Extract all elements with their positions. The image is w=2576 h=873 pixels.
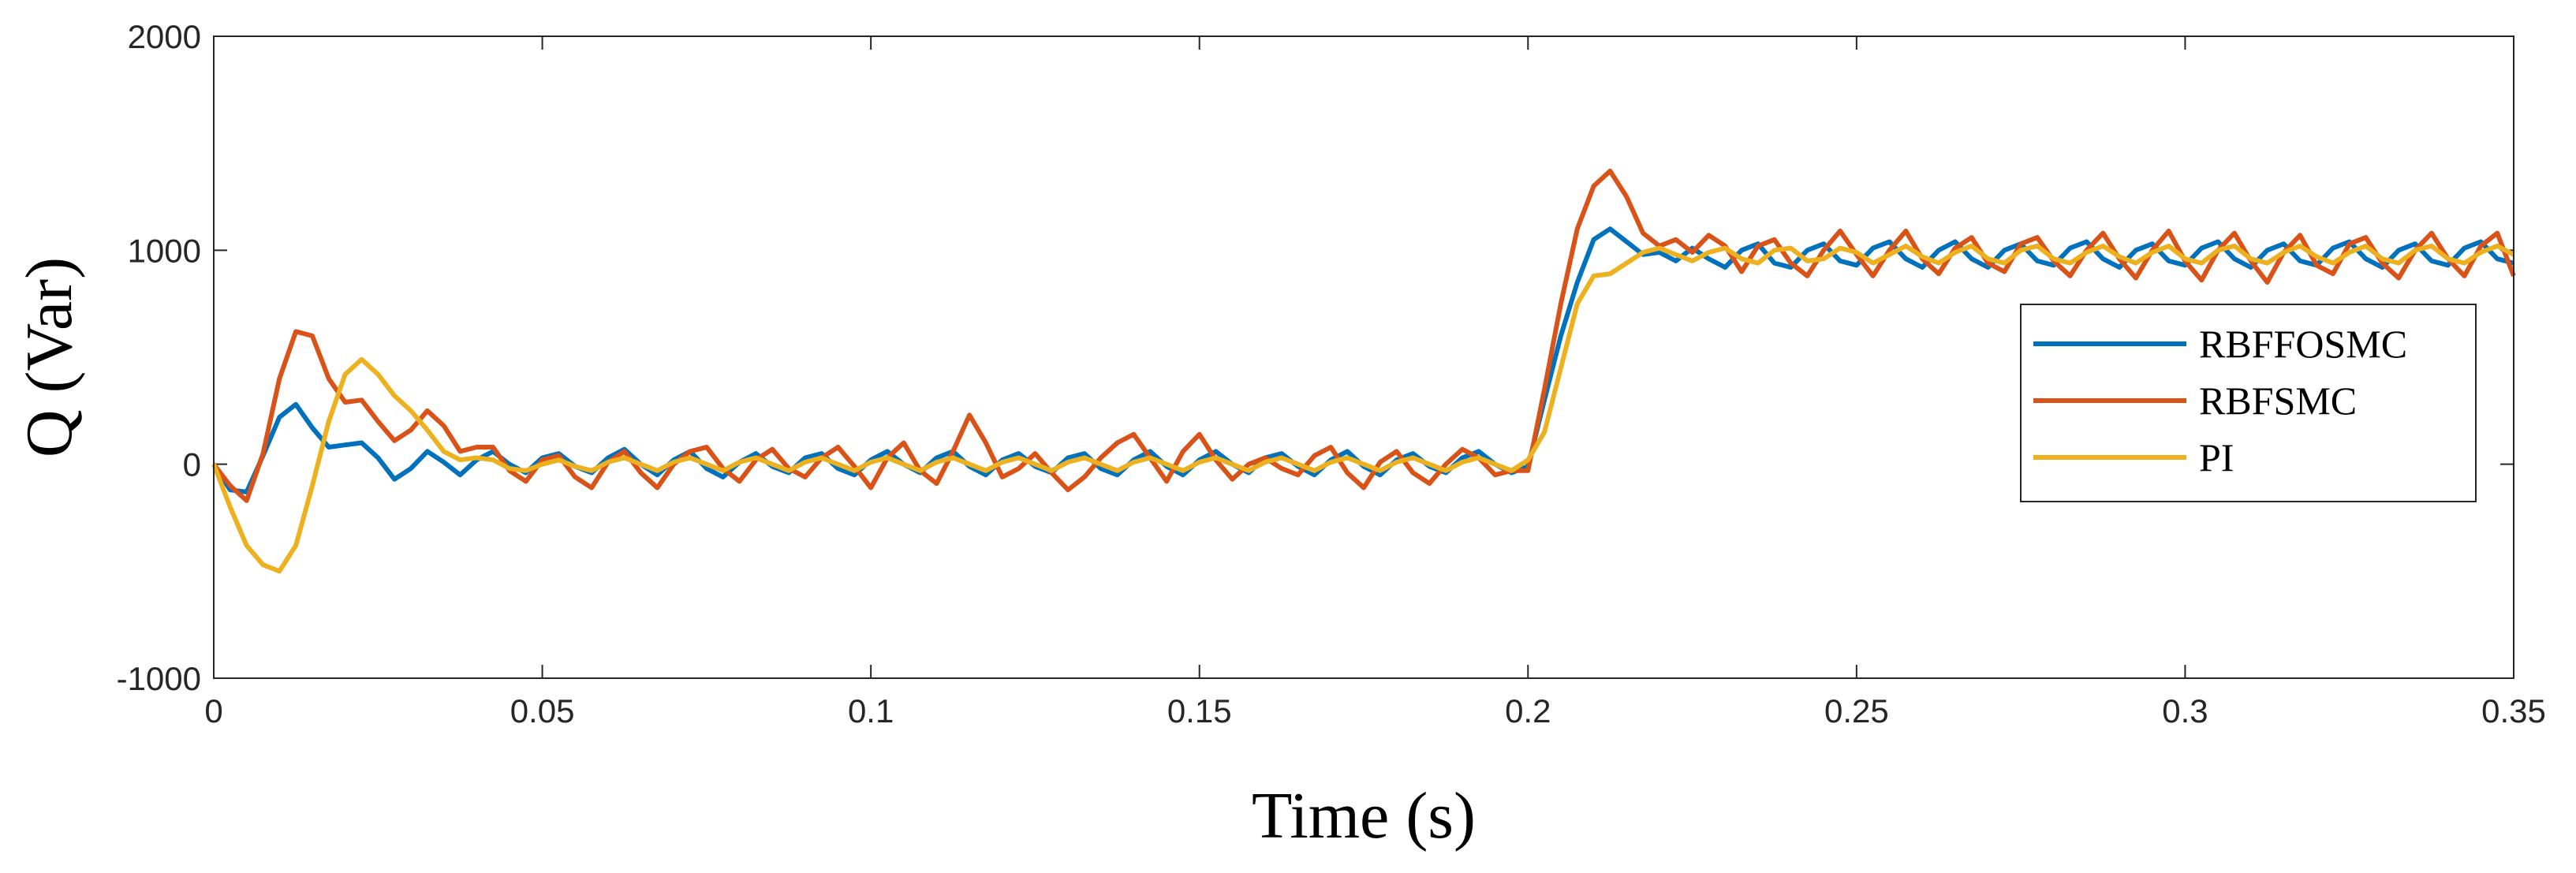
y-tick-label: 1000	[128, 232, 201, 269]
series-line	[211, 243, 2515, 574]
x-tick-label: 0.1	[848, 692, 894, 729]
legend: RBFFOSMC RBFSMC PI	[2020, 304, 2477, 502]
x-tick-label: 0	[204, 692, 222, 729]
x-tick-label: 0.25	[1824, 692, 1889, 729]
legend-label: PI	[2199, 435, 2234, 479]
legend-label: RBFSMC	[2199, 379, 2357, 423]
plot-frame	[213, 35, 2514, 679]
x-tick-label: 0.35	[2481, 692, 2546, 729]
y-axis-label: Q (Var)	[13, 257, 86, 457]
y-tick-label: 2000	[128, 18, 201, 55]
y-tick-label: -1000	[117, 660, 201, 697]
y-tick-label: 0	[183, 446, 201, 483]
x-tick-label: 0.3	[2162, 692, 2208, 729]
x-tick-label: 0.05	[510, 692, 575, 729]
x-tick-label: 0.15	[1167, 692, 1232, 729]
x-tick-label: 0.2	[1505, 692, 1551, 729]
legend-label: RBFFOSMC	[2199, 322, 2407, 366]
x-axis-label: Time (s)	[1252, 779, 1476, 852]
series-line	[211, 168, 2516, 503]
